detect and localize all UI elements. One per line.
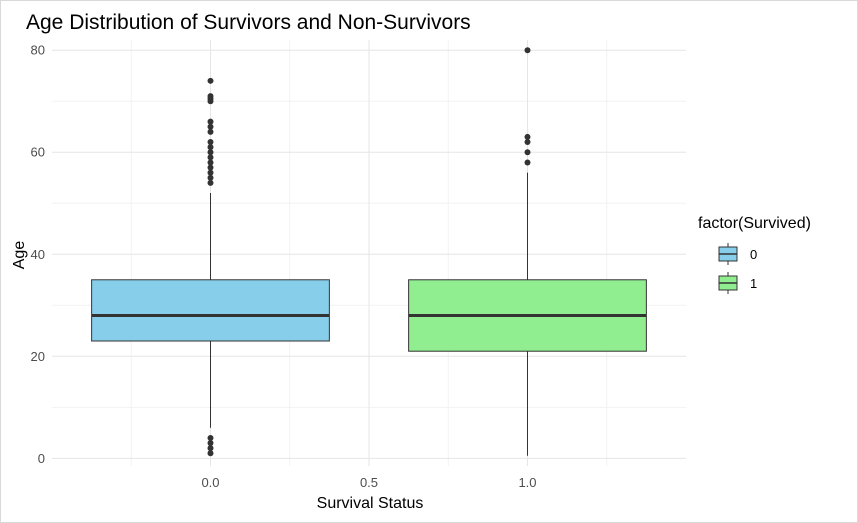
grid-layer <box>52 40 686 466</box>
outlier-point <box>207 144 214 151</box>
outlier-point <box>207 77 214 84</box>
box-layer <box>91 47 647 457</box>
box <box>91 279 330 342</box>
outlier-point <box>207 445 214 452</box>
outlier-point <box>524 139 531 146</box>
y-axis-title: Age <box>11 241 28 270</box>
outlier-point <box>207 149 214 156</box>
legend-key-0 <box>718 243 738 265</box>
outlier-point <box>207 164 214 171</box>
outlier-point <box>524 133 531 140</box>
outlier-point <box>207 179 214 186</box>
outlier-point <box>207 169 214 176</box>
chart-title: Age Distribution of Survivors and Non-Su… <box>26 11 471 34</box>
x-tick-label: 0.0 <box>201 475 219 490</box>
outlier-point <box>207 440 214 447</box>
legend-label: 0 <box>750 247 757 262</box>
outlier-point <box>524 159 531 166</box>
outlier-point <box>207 450 214 457</box>
tick-layer: 0 20 40 60 80 0.0 0.5 1.0 <box>31 43 537 490</box>
outlier-point <box>207 159 214 166</box>
outlier-point <box>207 128 214 135</box>
legend: factor(Survived) 0 1 <box>698 215 811 294</box>
outlier-point <box>207 93 214 100</box>
outlier-point <box>207 118 214 125</box>
box-group-1 <box>408 47 647 456</box>
y-tick-label: 80 <box>31 43 45 58</box>
x-axis-title: Survival Status <box>317 495 424 512</box>
outlier-point <box>207 434 214 441</box>
legend-key-1 <box>718 272 738 294</box>
legend-title: factor(Survived) <box>698 215 811 232</box>
y-tick-label: 60 <box>31 145 45 160</box>
outlier-point <box>207 139 214 146</box>
outlier-point <box>524 47 531 54</box>
y-tick-label: 40 <box>31 247 45 262</box>
x-tick-label: 0.5 <box>360 475 378 490</box>
box-group-0 <box>91 77 330 457</box>
y-tick-label: 20 <box>31 349 45 364</box>
x-tick-label: 1.0 <box>518 475 536 490</box>
outlier-point <box>207 154 214 161</box>
legend-label: 1 <box>750 276 757 291</box>
outlier-point <box>207 123 214 130</box>
y-tick-label: 0 <box>38 451 45 466</box>
outlier-point <box>524 149 531 156</box>
outlier-point <box>207 174 214 181</box>
